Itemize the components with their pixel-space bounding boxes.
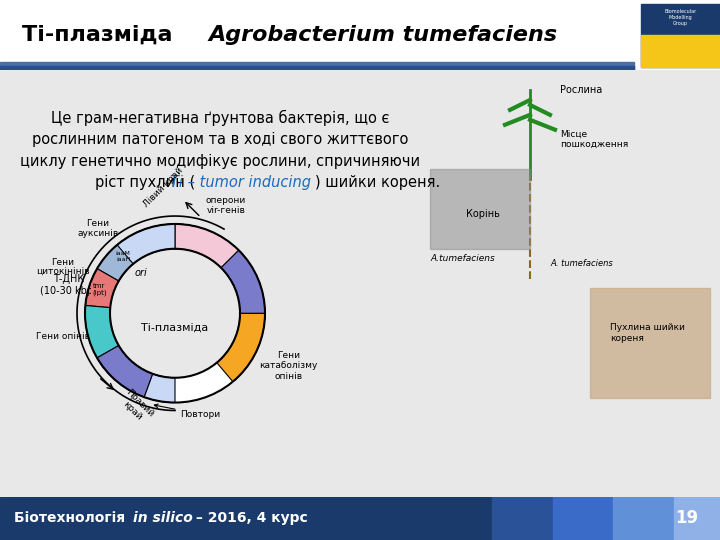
Bar bbox=[492, 497, 553, 540]
Bar bbox=[674, 497, 720, 540]
Text: A.tumefaciens: A.tumefaciens bbox=[430, 254, 495, 263]
Text: Гени
цитокінінів: Гени цитокінінів bbox=[36, 258, 89, 277]
Bar bbox=[432, 497, 492, 540]
Wedge shape bbox=[175, 224, 238, 268]
Wedge shape bbox=[137, 224, 191, 255]
Text: оперони
vir-генів: оперони vir-генів bbox=[206, 195, 246, 215]
Bar bbox=[430, 170, 530, 249]
Text: ) шийки кореня.: ) шийки кореня. bbox=[315, 176, 440, 191]
Text: ріст пухлин (: ріст пухлин ( bbox=[95, 176, 195, 191]
Wedge shape bbox=[97, 346, 153, 397]
Text: Правий
край: Правий край bbox=[117, 388, 156, 426]
Wedge shape bbox=[97, 232, 148, 281]
Bar bbox=[641, 35, 720, 66]
Bar bbox=[641, 3, 720, 66]
Text: Гени опінів: Гени опінів bbox=[35, 333, 89, 341]
Bar bbox=[0, 62, 634, 70]
Text: Гени
ауксинів: Гени ауксинів bbox=[78, 219, 119, 238]
Text: in silico: in silico bbox=[133, 511, 193, 525]
Text: Т-ДНК
(10-30 kbp): Т-ДНК (10-30 kbp) bbox=[40, 274, 97, 296]
Text: циклу генетично модифікує рослини, спричиняючи: циклу генетично модифікує рослини, сприч… bbox=[20, 153, 420, 168]
Bar bbox=[553, 497, 613, 540]
Text: Гени
катаболізму
опінів: Гени катаболізму опінів bbox=[259, 351, 318, 381]
Text: Рослина: Рослина bbox=[560, 85, 602, 95]
Text: Biomolecular
Modelling
Group: Biomolecular Modelling Group bbox=[665, 9, 696, 26]
Bar bbox=[0, 66, 634, 70]
Text: 19: 19 bbox=[675, 509, 698, 528]
Text: tmr
(ipt): tmr (ipt) bbox=[92, 283, 107, 296]
Wedge shape bbox=[221, 250, 265, 313]
Text: Ti-плазміда: Ti-плазміда bbox=[22, 25, 180, 45]
Text: iaaM
iaaH: iaaM iaaH bbox=[116, 251, 130, 261]
Wedge shape bbox=[217, 313, 265, 382]
Text: Ті-плазміда: Ті-плазміда bbox=[141, 323, 209, 333]
Text: Ti – tumor inducing: Ti – tumor inducing bbox=[170, 176, 311, 191]
Text: Agrobacterium tumefaciens: Agrobacterium tumefaciens bbox=[209, 25, 558, 45]
Text: Корінь: Корінь bbox=[466, 209, 500, 219]
Text: Біотехнологія: Біотехнологія bbox=[14, 511, 130, 525]
Text: Лівий край: Лівий край bbox=[141, 166, 184, 209]
Wedge shape bbox=[86, 268, 119, 308]
Text: Місце
пошкодження: Місце пошкодження bbox=[560, 130, 629, 150]
Text: Пухлина шийки
кореня: Пухлина шийки кореня bbox=[610, 323, 685, 342]
Wedge shape bbox=[117, 224, 175, 264]
Text: – 2016, 4 курс: – 2016, 4 курс bbox=[191, 511, 307, 525]
Bar bbox=[0, 497, 432, 540]
Wedge shape bbox=[144, 374, 175, 402]
Bar bbox=[590, 288, 710, 397]
Text: ori: ori bbox=[135, 268, 148, 278]
Wedge shape bbox=[85, 306, 119, 358]
Text: A. tumefaciens: A. tumefaciens bbox=[550, 259, 613, 268]
Text: Повтори: Повтори bbox=[154, 404, 220, 418]
Text: рослинним патогеном та в ході свого життєвого: рослинним патогеном та в ході свого житт… bbox=[32, 132, 408, 147]
Text: Це грам-негативна ґрунтова бактерія, що є: Це грам-негативна ґрунтова бактерія, що … bbox=[50, 110, 390, 126]
Bar bbox=[613, 497, 674, 540]
